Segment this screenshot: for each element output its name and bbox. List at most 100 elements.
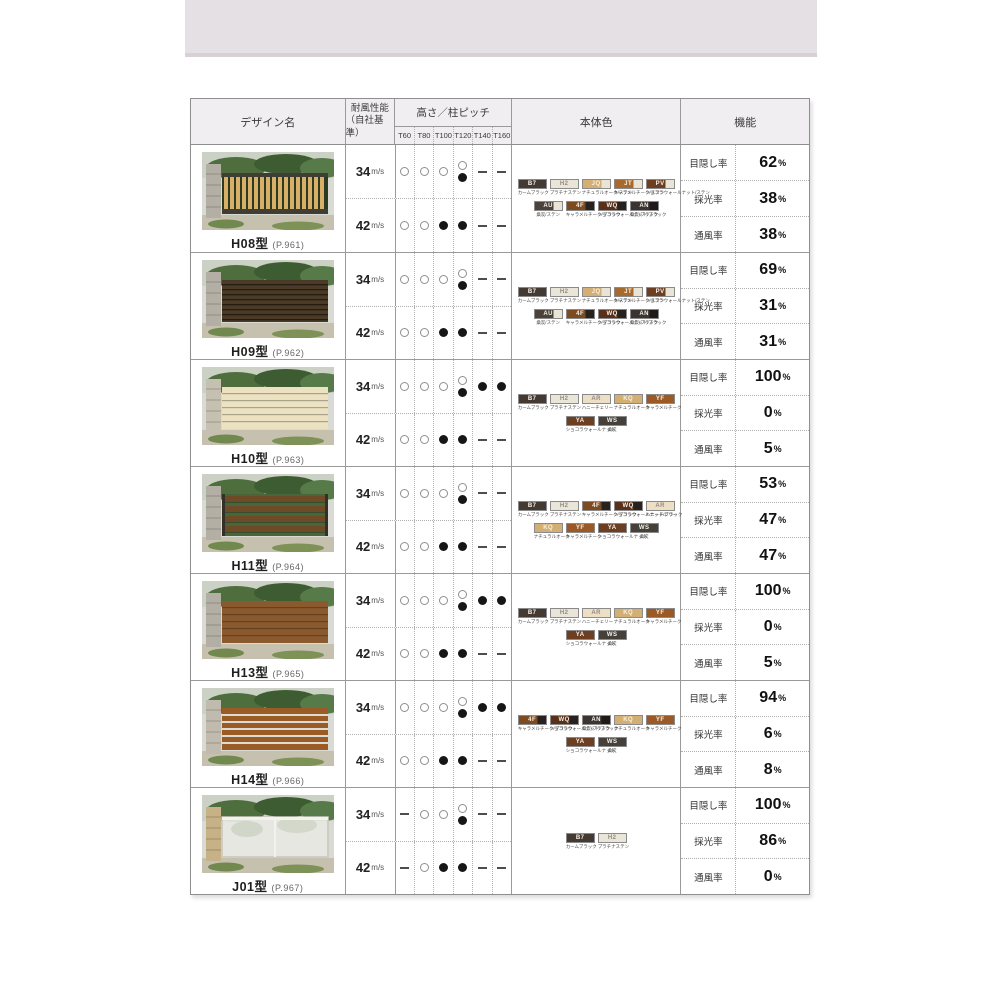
percent-unit: % bbox=[773, 443, 782, 454]
header-pitch-T80: T80 bbox=[415, 127, 435, 144]
open-circle-mark bbox=[419, 488, 429, 498]
pitch-mark-cell bbox=[473, 734, 493, 787]
pitch-mark-cell bbox=[454, 467, 474, 520]
pitch-mark-cell bbox=[396, 574, 415, 627]
color-swatch-label: ナチュラルオーク bbox=[533, 533, 570, 539]
color-swatch-chip: YF bbox=[645, 607, 675, 618]
wind-speed-unit: m/s bbox=[371, 756, 385, 766]
pitch-marks bbox=[396, 413, 511, 466]
wind-row-42ms: 42 m/s bbox=[345, 733, 511, 788]
body-color-cell: B7 カームブラック H2 プラチナステン 4F キャラメルチーク/ブラック W… bbox=[512, 467, 682, 573]
color-swatch-label: プラチナステン bbox=[597, 843, 630, 849]
wind-speed-unit: m/s bbox=[371, 649, 385, 659]
wind-row-34ms: 34 m/s bbox=[346, 253, 511, 306]
color-swatch-label: カームブラック bbox=[517, 618, 549, 624]
pitch-mark-cell bbox=[396, 841, 415, 894]
wind-speed-unit: m/s bbox=[371, 809, 385, 819]
function-row: 採光率 0% bbox=[681, 394, 809, 431]
pitch-mark-cell bbox=[493, 360, 511, 413]
color-swatch-chip: WQ bbox=[613, 500, 643, 511]
open-circle-mark bbox=[419, 702, 429, 712]
color-swatch-chip: H2 bbox=[549, 179, 579, 189]
color-swatch-label: プラチナステン bbox=[549, 297, 582, 303]
wind-speed: 42 m/s bbox=[346, 627, 396, 680]
not-available-dash bbox=[477, 438, 487, 441]
pitch-mark-cell bbox=[396, 145, 415, 198]
product-row-H10型: H10型 (P.963) 34 m/s 42 m/s B7 カームブラック H2 プ… bbox=[191, 359, 809, 467]
not-available-dash bbox=[477, 170, 487, 173]
pitch-mark-cell bbox=[493, 307, 511, 360]
open-circle-mark bbox=[458, 161, 468, 170]
percent-unit: % bbox=[773, 871, 782, 882]
color-swatch: B7 カームブラック bbox=[517, 393, 549, 411]
not-available-dash bbox=[477, 278, 487, 281]
pitch-mark-cell bbox=[473, 413, 493, 466]
design-cell: H09型 (P.962) bbox=[191, 253, 346, 359]
function-value: 38% bbox=[759, 189, 787, 207]
pitch-mark-cell bbox=[473, 253, 493, 306]
pitch-mark-cell bbox=[415, 145, 435, 198]
color-swatch-row: B7 カームブラック H2 プラチナステン JQ ナチュラルオーク/ステン JT… bbox=[517, 286, 710, 304]
function-row: 通風率 47% bbox=[681, 537, 809, 574]
pitch-mark-cell bbox=[415, 413, 435, 466]
function-label: 通風率 bbox=[681, 645, 737, 681]
open-circle-mark bbox=[400, 756, 410, 766]
wind-speed: 34 m/s bbox=[346, 681, 396, 734]
function-label: 通風率 bbox=[681, 538, 737, 574]
pitch-mark-cell bbox=[454, 520, 474, 573]
design-cell: H14型 (P.966) bbox=[191, 681, 346, 787]
function-label: 目隠し率 bbox=[681, 145, 737, 180]
open-circle-mark bbox=[458, 696, 468, 706]
color-swatch-chip: YF bbox=[645, 393, 675, 404]
color-swatch-label: プラチナステン bbox=[549, 511, 582, 517]
function-label: 目隠し率 bbox=[681, 467, 737, 502]
wind-pitch-cell: 34 m/s 42 m/s bbox=[345, 253, 512, 360]
color-swatch: H2 プラチナステン bbox=[549, 393, 581, 411]
color-swatch: KQ ナチュラルオーク bbox=[613, 607, 650, 625]
color-swatch-label: カームブラック bbox=[517, 404, 549, 410]
color-swatch-chip: B7 bbox=[517, 286, 547, 297]
color-swatch-label: 桑炭/ステン bbox=[536, 212, 561, 217]
color-swatch-chip: PV bbox=[645, 179, 675, 189]
color-swatch: B7 カームブラック bbox=[517, 286, 549, 304]
filled-circle-mark bbox=[458, 494, 468, 504]
wind-row-34ms: 34 m/s bbox=[346, 145, 511, 198]
page-reference: (P.965) bbox=[272, 669, 305, 679]
color-swatch-chip: KQ bbox=[533, 522, 563, 533]
page-reference: (P.967) bbox=[271, 883, 304, 893]
function-row: 通風率 31% bbox=[681, 323, 809, 360]
header-height-columns: T60 T80 T100 T120 T140 T160 bbox=[395, 127, 511, 144]
function-label: 通風率 bbox=[681, 431, 737, 467]
color-swatch-label: ショコラウォールナット/ブラック bbox=[597, 319, 667, 325]
pitch-mark-cell bbox=[396, 253, 415, 306]
color-swatch: WQ ショコラウォールナット/ブラック bbox=[613, 500, 682, 518]
filled-circle-mark bbox=[458, 221, 468, 230]
color-swatch-chip: WS bbox=[597, 415, 627, 426]
pitch-mark-cell bbox=[473, 306, 493, 359]
design-name: H11型 (P.964) bbox=[231, 559, 305, 573]
filled-circle-mark bbox=[477, 381, 487, 391]
color-swatch-chip: WQ bbox=[597, 201, 627, 211]
pitch-mark-cell bbox=[434, 627, 454, 680]
function-label: 通風率 bbox=[681, 217, 737, 252]
percent-unit: % bbox=[773, 657, 782, 668]
design-name: H08型 (P.961) bbox=[231, 237, 305, 251]
color-swatch-label: キャラメルチーク bbox=[565, 533, 602, 539]
filled-circle-mark bbox=[458, 387, 468, 397]
color-swatch-label: キャラメルチーク/ステン bbox=[613, 297, 665, 303]
pitch-mark-cell bbox=[454, 306, 474, 359]
color-swatch-chip: AU bbox=[533, 201, 563, 211]
product-row-H13型: H13型 (P.965) 34 m/s 42 m/s B7 カームブラック H2 プ… bbox=[191, 573, 809, 681]
wind-speed: 42 m/s bbox=[346, 841, 396, 894]
function-value: 100% bbox=[754, 582, 791, 600]
function-row: 通風率 5% bbox=[681, 430, 809, 467]
pitch-mark-cell bbox=[493, 735, 511, 788]
function-value: 94% bbox=[759, 689, 787, 707]
filled-circle-mark bbox=[439, 542, 449, 552]
color-swatch-chip: AR bbox=[645, 500, 675, 511]
open-circle-mark bbox=[419, 435, 429, 445]
color-swatch: WS 桑炭 bbox=[629, 522, 659, 540]
pitch-mark-cell bbox=[493, 574, 511, 627]
pitch-mark-cell bbox=[415, 841, 435, 894]
color-swatch: AU 桑炭/ステン bbox=[533, 308, 563, 326]
